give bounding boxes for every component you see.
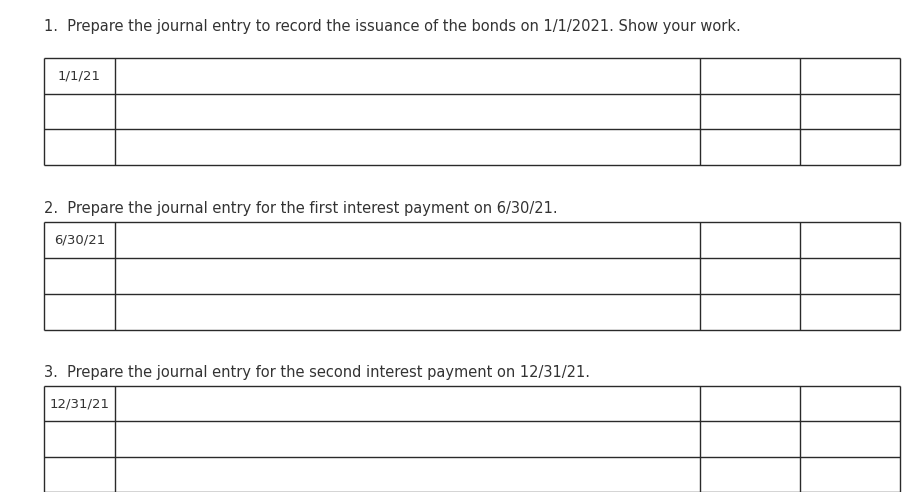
Text: 12/31/21: 12/31/21	[50, 397, 109, 410]
Text: 1.  Prepare the journal entry to record the issuance of the bonds on 1/1/2021. S: 1. Prepare the journal entry to record t…	[44, 19, 741, 33]
Text: 6/30/21: 6/30/21	[54, 234, 105, 246]
Text: 1/1/21: 1/1/21	[58, 69, 101, 82]
Text: 3.  Prepare the journal entry for the second interest payment on 12/31/21.: 3. Prepare the journal entry for the sec…	[44, 366, 590, 380]
Text: 2.  Prepare the journal entry for the first interest payment on 6/30/21.: 2. Prepare the journal entry for the fir…	[44, 201, 558, 215]
